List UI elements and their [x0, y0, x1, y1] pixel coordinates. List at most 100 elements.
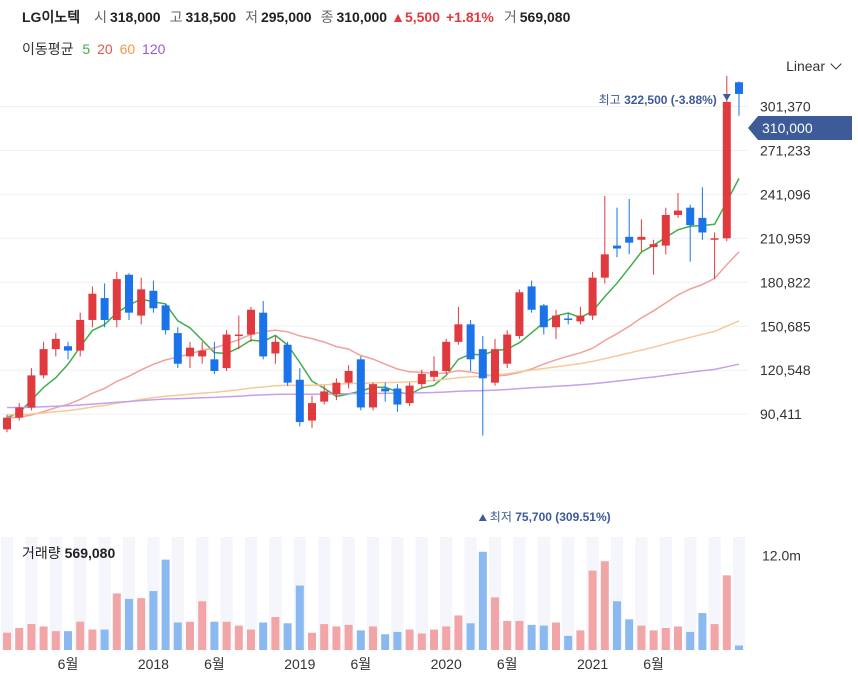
volume-bar: [3, 632, 11, 650]
y-tick-label: 90,411: [760, 406, 802, 422]
scale-toggle-label: Linear: [786, 58, 825, 74]
candle-body: [527, 286, 536, 310]
x-tick-label: 6월: [204, 656, 225, 672]
volume-bar: [539, 625, 548, 650]
candle-body: [637, 236, 646, 240]
candle-body: [210, 359, 219, 372]
volume-bar: [112, 593, 121, 650]
x-tick-label: 2021: [577, 656, 608, 672]
volume-bar: [344, 624, 353, 650]
volume-bar: [222, 621, 231, 650]
volume-stripe: [464, 537, 477, 650]
volume-bar: [51, 631, 60, 650]
ma60-label: 60: [119, 41, 136, 57]
volume-bar: [332, 626, 341, 650]
ma5-label: 5: [82, 41, 91, 57]
x-tick-label: 2020: [431, 656, 462, 672]
quote-header: LG이노텍 시 318,000 고 318,500 저 295,000 종 31…: [22, 6, 579, 28]
volume-bar: [283, 623, 292, 650]
y-tick-label: 120,548: [760, 362, 811, 378]
candle-body: [661, 214, 670, 246]
x-tick-label: 6월: [58, 656, 79, 672]
volume-stripe: [0, 537, 14, 650]
moving-average-legend[interactable]: 이동평균 5 20 60 120: [22, 39, 165, 59]
candle-body: [564, 318, 573, 321]
high-label: 고: [169, 9, 183, 25]
change-percent: +1.81%: [445, 9, 494, 25]
candle-body: [64, 346, 72, 351]
volume-stripe: [659, 537, 672, 650]
volume-bar: [76, 621, 85, 650]
volume-stripe: [732, 537, 746, 650]
close-label: 종: [320, 9, 334, 25]
volume-bar: [417, 633, 426, 650]
volume-bar: [698, 613, 707, 650]
volume-bar: [686, 631, 695, 650]
candle-body: [295, 379, 304, 423]
change-value: ▲5,500: [391, 9, 440, 25]
current-price-label: 310,000: [762, 120, 813, 136]
x-tick-label: 6월: [643, 656, 664, 672]
volume-bar: [674, 626, 682, 650]
volume-stripe: [25, 537, 38, 650]
volume-label: 거: [503, 9, 517, 25]
candle-body: [234, 334, 243, 337]
volume-stripe: [98, 537, 111, 650]
ma-legend-label: 이동평균: [22, 41, 74, 57]
volume-bar: [710, 624, 719, 650]
volume-bar: [381, 634, 390, 650]
volume-axis-label: 12.0m: [762, 548, 801, 564]
candle-body: [186, 347, 194, 357]
candle-body: [137, 289, 146, 316]
candle-body: [308, 403, 316, 421]
volume-bar: [503, 620, 512, 650]
volume-stripe: [244, 537, 258, 650]
low-value: 295,000: [260, 9, 312, 25]
y-tick-label: 301,370: [760, 99, 811, 115]
volume-bar: [320, 624, 329, 650]
min-annotation: 최저 75,700 (309.51%): [490, 510, 611, 524]
candle-body: [76, 319, 85, 351]
volume-panel-label: 거래량 569,080: [22, 543, 115, 563]
max-annotation: 최고 322,500 (-3.88%): [599, 93, 717, 107]
candle-body: [271, 341, 280, 354]
ma20-line: [6, 251, 740, 419]
volume-bar: [637, 625, 646, 650]
volume-value: 569,080: [519, 9, 571, 25]
volume-bar: [125, 598, 133, 650]
volume-panel-value: 569,080: [64, 545, 116, 561]
volume-bar: [15, 628, 24, 650]
volume-bar: [234, 625, 243, 650]
candle-body: [735, 82, 743, 94]
volume-bar: [173, 622, 182, 650]
x-tick-label: 2018: [138, 656, 169, 672]
volume-bar: [454, 615, 463, 650]
x-tick-label: 2019: [284, 656, 315, 672]
candle-body: [686, 207, 695, 226]
volume-bar: [625, 619, 634, 650]
candle-body: [710, 238, 719, 240]
volume-stripe: [415, 537, 428, 650]
x-tick-label: 6월: [350, 656, 371, 672]
volume-bar: [27, 624, 36, 650]
candle-body: [442, 341, 451, 372]
candle-body: [112, 279, 121, 320]
volume-bar: [735, 645, 743, 650]
volume-bar: [247, 629, 255, 650]
candle-body: [503, 334, 512, 364]
candle-body: [344, 371, 353, 383]
x-tick-label: 6월: [497, 656, 518, 672]
volume-stripe: [708, 537, 721, 650]
volume-bar: [356, 630, 365, 650]
current-price-badge: [748, 116, 852, 140]
candle-body: [552, 315, 560, 328]
volume-bar: [722, 575, 731, 650]
candle-body: [100, 298, 109, 320]
y-tick-label: 271,233: [760, 142, 811, 158]
scale-toggle[interactable]: Linear: [786, 58, 842, 74]
volume-stripe: [635, 537, 648, 650]
volume-bar: [405, 629, 414, 650]
volume-bar: [39, 626, 48, 650]
candle-body: [393, 388, 402, 405]
